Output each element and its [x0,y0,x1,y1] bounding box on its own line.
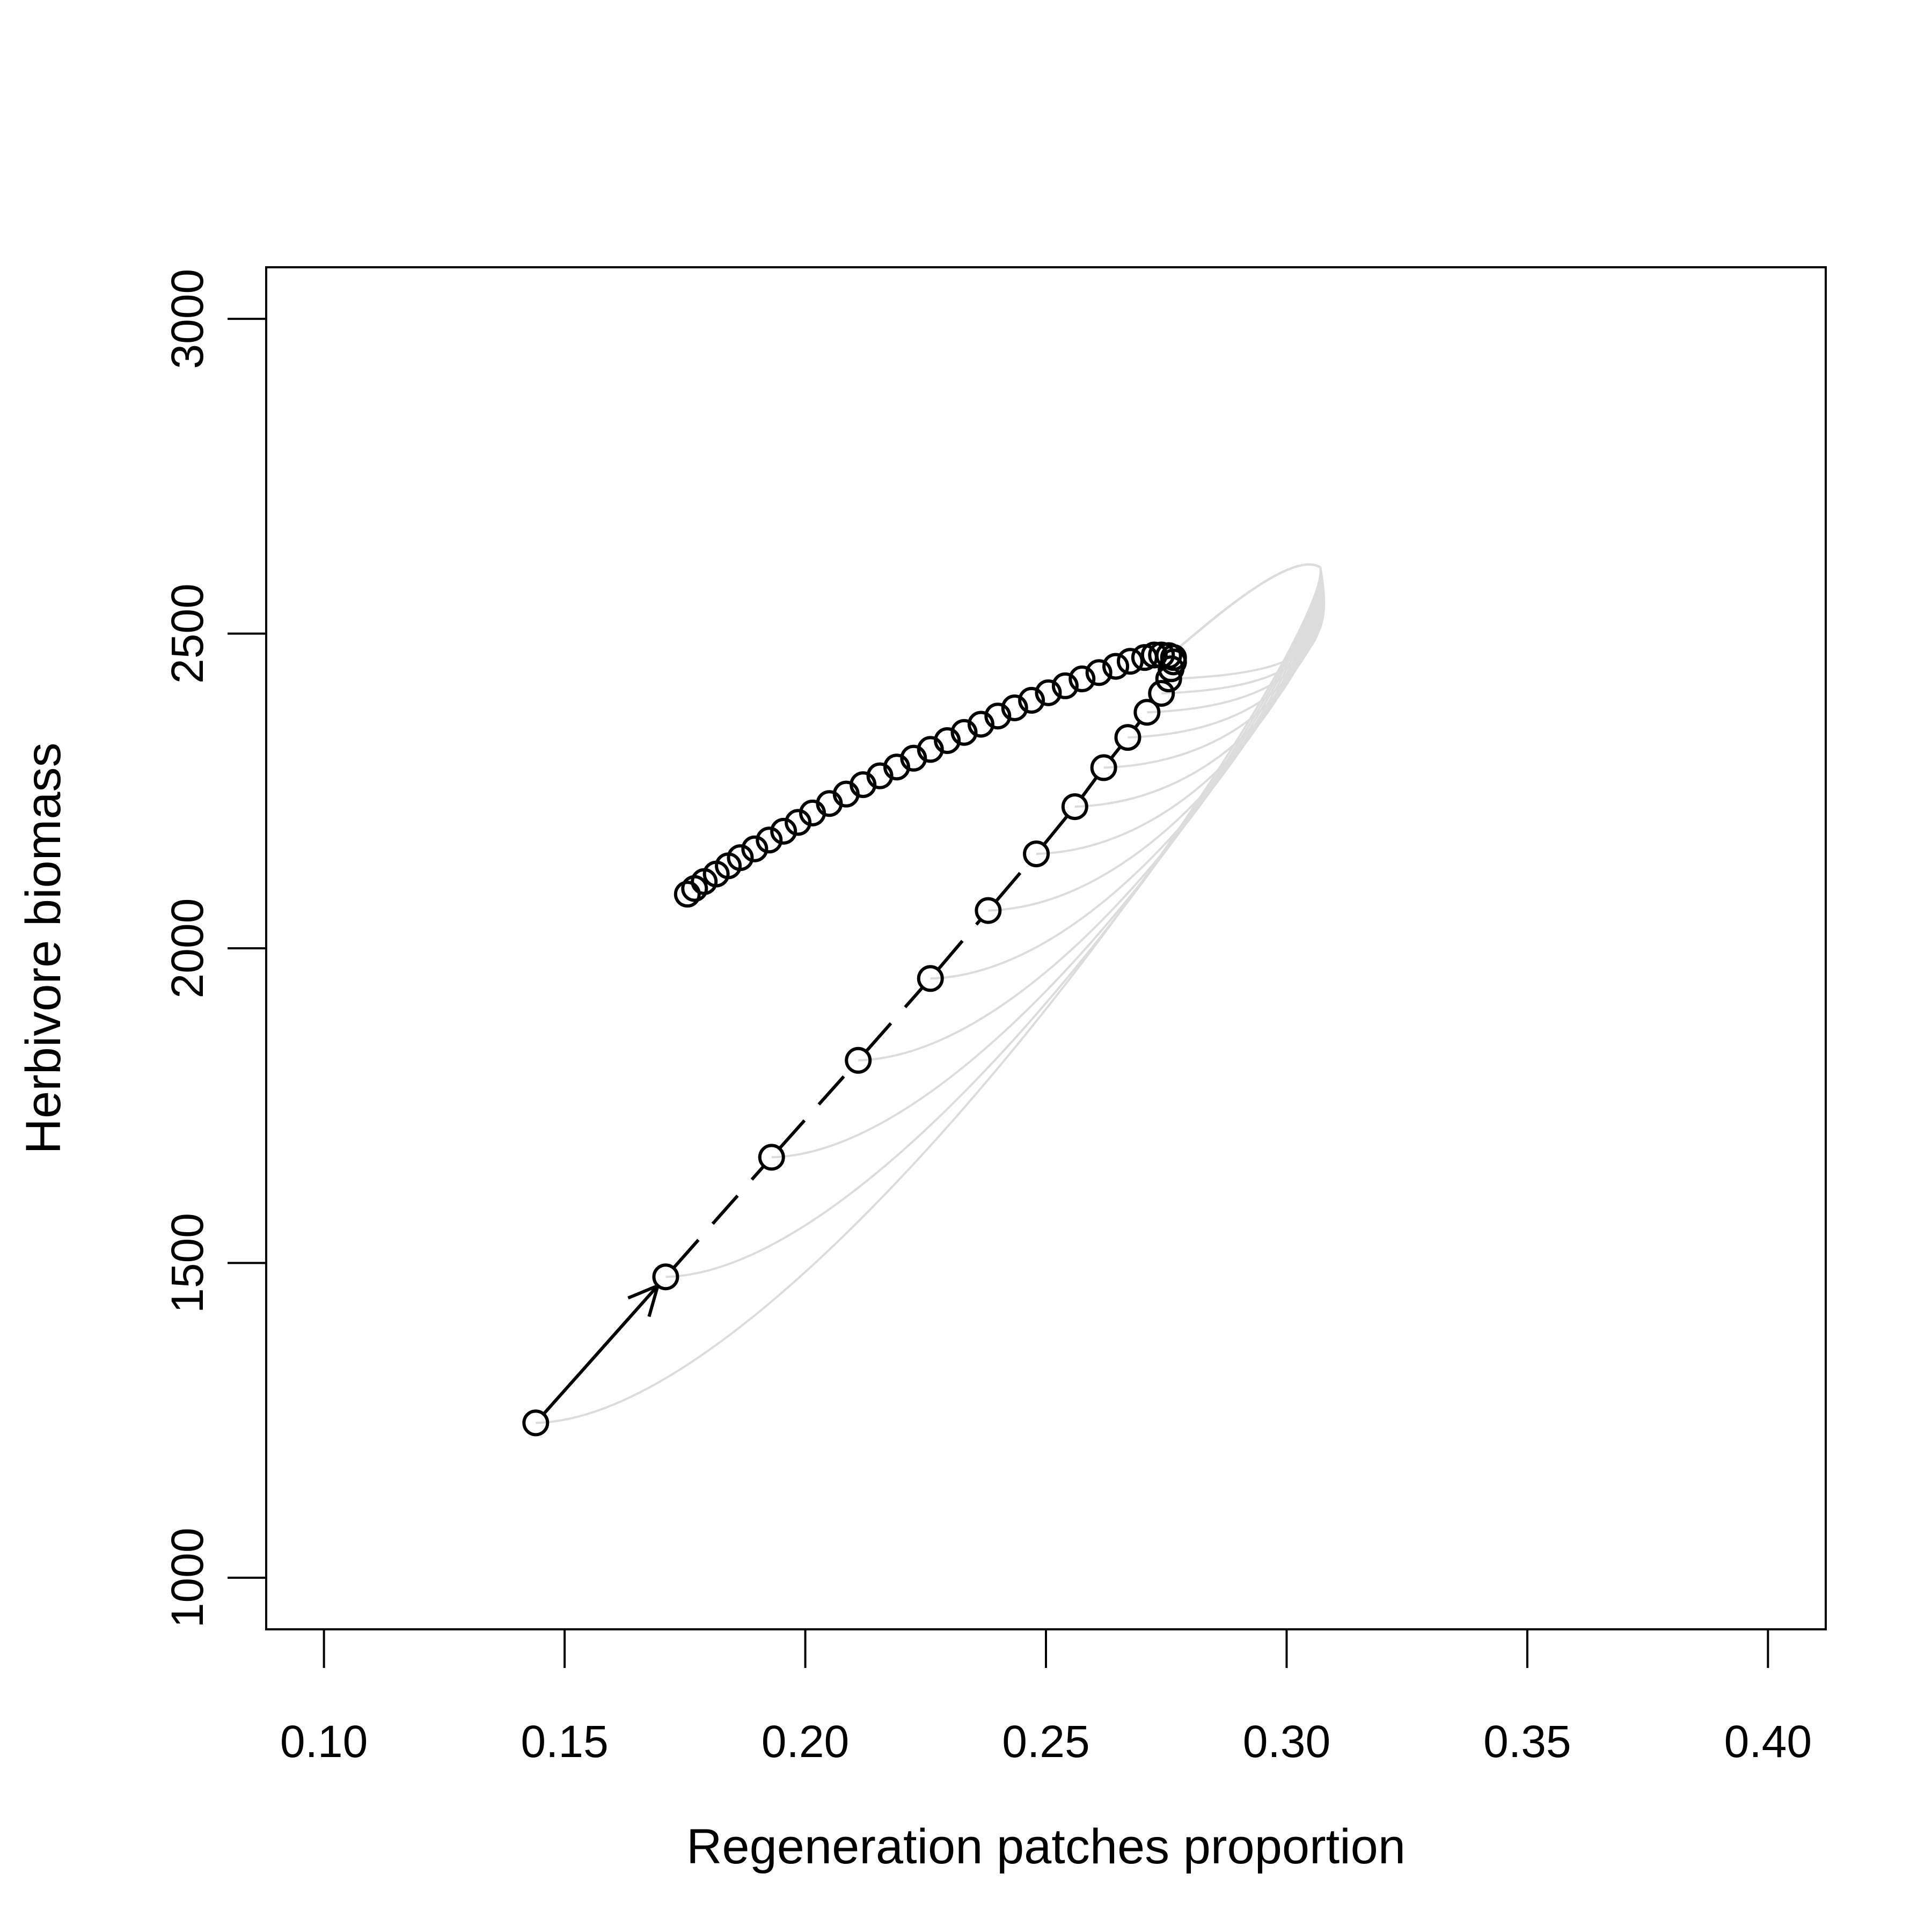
plot-frame [265,266,1827,1630]
arrow-head [627,1284,658,1300]
background-trajectory [930,567,1322,980]
data-point [934,727,961,754]
y-axis: 1000 1500 2000 2500 3000 [162,269,267,1628]
background-trajectory [988,567,1322,912]
data-point [1090,754,1117,781]
y-axis-title: Herbivore biomass [16,743,71,1154]
x-tick-label: 0.10 [280,1716,368,1767]
x-tick-label: 0.25 [1002,1716,1090,1767]
y-tick-label: 1000 [162,1527,213,1628]
data-point [883,753,910,781]
x-tick-label: 0.30 [1243,1716,1331,1767]
background-trajectory [771,567,1322,1159]
data-points [522,641,1187,1437]
data-point [770,817,797,845]
x-tick-label: 0.40 [1724,1716,1812,1767]
x-axis-title: Regeneration patches proportion [686,1819,1406,1874]
data-point [900,744,927,772]
y-tick-label: 1500 [162,1213,213,1313]
trajectory-lines [542,720,1141,1415]
data-point [1102,653,1130,680]
data-point [845,1046,872,1074]
data-point [799,799,826,826]
x-tick-label: 0.35 [1483,1716,1571,1767]
data-point [674,881,701,908]
background-trajectory [1074,567,1323,808]
data-point [917,736,944,763]
data-point [1148,680,1175,707]
x-axis: 0.10 0.15 0.20 0.25 0.30 0.35 0.40 [280,1628,1812,1767]
data-point [1069,665,1096,693]
data-point [741,835,769,862]
trajectory-dashes [672,720,1141,1269]
data-point [1061,793,1088,821]
data-point [967,711,994,738]
data-point [1035,679,1062,706]
y-tick-label: 2000 [162,898,213,999]
data-point [785,809,812,836]
data-point [1018,686,1045,714]
background-trajectory [536,567,1322,1424]
data-point [522,1409,550,1437]
background-trajectory [1168,567,1326,680]
arrow-head [647,1285,660,1318]
x-tick-label: 0.20 [762,1716,850,1767]
background-trajectory [858,567,1322,1062]
data-point [1051,672,1079,699]
data-point [1114,724,1141,751]
data-point [1023,840,1050,868]
y-tick-label: 2500 [162,583,213,684]
data-point [1001,694,1028,721]
data-point [681,875,708,902]
data-point [1116,648,1144,675]
y-tick-label: 3000 [162,269,213,369]
background-trajectory [665,567,1322,1278]
data-point [756,826,783,854]
data-point [1131,644,1158,671]
data-point [652,1263,679,1291]
data-point [866,762,894,789]
background-trajectory [1036,567,1322,855]
data-point [984,702,1012,730]
start-arrow [542,1284,660,1415]
data-point [1133,699,1161,726]
data-point [758,1144,785,1171]
data-point [1085,659,1113,686]
data-point [950,719,978,746]
data-point [917,965,944,992]
data-point [975,897,1002,924]
data-point [1148,641,1175,669]
x-tick-label: 0.15 [521,1716,609,1767]
